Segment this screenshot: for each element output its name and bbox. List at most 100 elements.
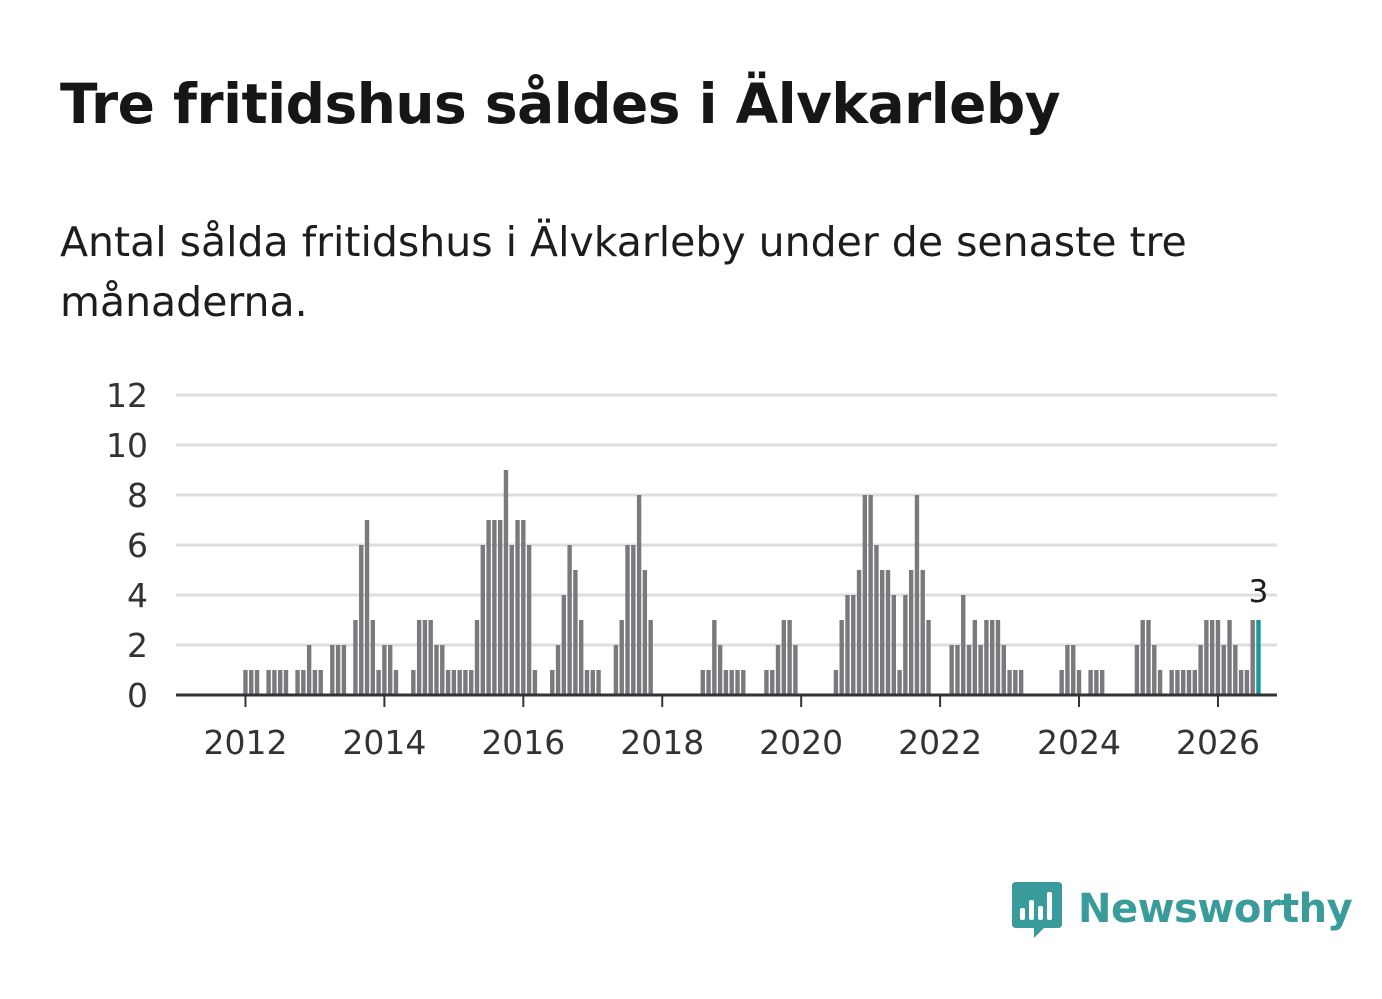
- bar: [382, 645, 387, 695]
- brand-name: Newsworthy: [1078, 886, 1353, 932]
- x-tick-label: 2022: [898, 723, 982, 762]
- bar: [1233, 645, 1238, 695]
- bar: [1244, 670, 1250, 695]
- bar: [306, 645, 312, 695]
- bar: [978, 645, 983, 695]
- bar: [839, 620, 844, 695]
- y-tick-label: 6: [127, 526, 148, 565]
- bar: [949, 645, 954, 695]
- x-tick-label: 2024: [1037, 723, 1121, 762]
- bar: [312, 670, 318, 695]
- bar: [480, 545, 485, 695]
- bar: [1221, 645, 1226, 695]
- bar: [503, 470, 509, 695]
- bar: [891, 595, 896, 695]
- bar: [966, 645, 972, 695]
- bar: [1181, 670, 1186, 695]
- bar: [1001, 645, 1006, 695]
- bar: [509, 545, 514, 695]
- bar: [880, 570, 885, 695]
- bar: [492, 520, 497, 695]
- bar: [579, 620, 584, 695]
- bar: [486, 520, 491, 695]
- bar: [1204, 620, 1209, 695]
- bar: [631, 545, 636, 695]
- bar: [903, 595, 908, 695]
- bar: [526, 545, 532, 695]
- y-tick-label: 10: [106, 426, 148, 465]
- bar: [451, 670, 457, 695]
- bar: [926, 620, 931, 695]
- bar: [434, 645, 439, 695]
- bar: [990, 620, 995, 695]
- bar: [249, 670, 254, 695]
- axes: 0 2 4 6 8 10 12 3 2012 2014 2016 2018 2020 2022 2024 20…: [106, 376, 1277, 762]
- bar: [1065, 645, 1070, 695]
- bar: [781, 620, 787, 695]
- bar: [1169, 670, 1174, 695]
- bar: [1186, 670, 1192, 695]
- chart-title: Tre fritidshus såldes i Älvkarleby: [60, 72, 1061, 136]
- x-tick-label: 2020: [759, 723, 843, 762]
- x-tick-label: 2016: [481, 723, 565, 762]
- x-tick-label: 2026: [1176, 723, 1260, 762]
- x-tick-label: 2018: [620, 723, 704, 762]
- bar: [590, 670, 595, 695]
- bar: [787, 620, 792, 695]
- bar: [961, 595, 966, 695]
- bar: [457, 670, 462, 695]
- bar: [995, 620, 1001, 695]
- bar: [862, 495, 868, 695]
- bar: [868, 495, 873, 695]
- bar: [723, 670, 729, 695]
- last-bar-data-label: 3: [1249, 574, 1269, 610]
- bar: [874, 545, 879, 695]
- bar: [770, 670, 775, 695]
- bar: [283, 670, 289, 695]
- bars: [243, 470, 1261, 695]
- bar: [364, 520, 370, 695]
- bar: [1018, 670, 1024, 695]
- bar: [613, 645, 619, 695]
- bar: [393, 670, 399, 695]
- bar: [445, 670, 451, 695]
- bar: [1250, 620, 1255, 695]
- bar: [521, 520, 526, 695]
- bar: [636, 495, 642, 695]
- bar: [833, 670, 839, 695]
- bar: [596, 670, 601, 695]
- bar: [301, 670, 306, 695]
- bar: [1227, 620, 1232, 695]
- bar: [1256, 620, 1261, 695]
- bar: [1088, 670, 1093, 695]
- bar: [619, 620, 624, 695]
- y-tick-label: 2: [127, 626, 148, 665]
- bar: [955, 645, 960, 695]
- bar: [1094, 670, 1099, 695]
- bar: [573, 570, 578, 695]
- bar: [254, 670, 260, 695]
- bar: [515, 520, 520, 695]
- bar: [1071, 645, 1076, 695]
- bar: [1198, 645, 1203, 695]
- bar: [1059, 670, 1064, 695]
- bar: [1140, 620, 1145, 695]
- bar: [1157, 670, 1163, 695]
- bar: [625, 545, 630, 695]
- bar: [851, 595, 856, 695]
- bar: [741, 670, 746, 695]
- bar: [648, 620, 653, 695]
- bar: [353, 620, 358, 695]
- x-tick-label: 2014: [342, 723, 426, 762]
- bar: [440, 645, 445, 695]
- bar: [474, 620, 480, 695]
- bar: [278, 670, 283, 695]
- bar: [706, 670, 711, 695]
- bar: [793, 645, 798, 695]
- bar: [387, 645, 393, 695]
- bar: [1099, 670, 1105, 695]
- bar: [914, 495, 920, 695]
- y-tick-label: 0: [127, 676, 148, 715]
- bar: [295, 670, 300, 695]
